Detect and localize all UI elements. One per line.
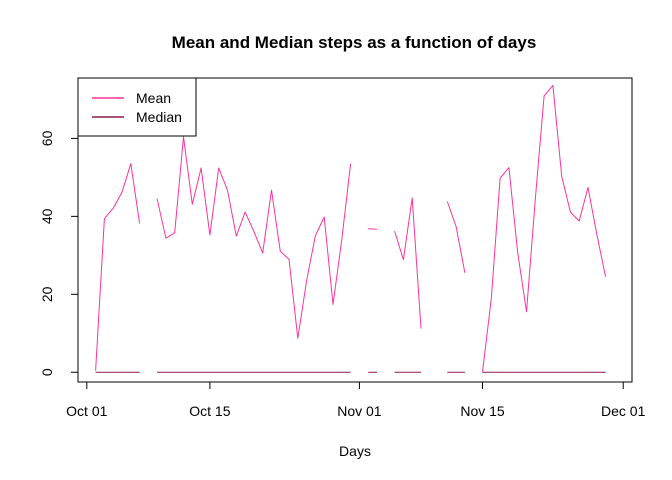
- legend: Mean Median: [77, 77, 197, 137]
- y-tick-label: 20: [39, 286, 55, 302]
- series-line-mean: [482, 84, 607, 372]
- x-axis: Oct 01 Oct 15 Nov 01 Nov 15 Dec 01: [66, 381, 646, 419]
- x-tick-label: Nov 01: [337, 403, 382, 419]
- series-mean: [95, 84, 607, 372]
- y-tick-label: 60: [39, 130, 55, 146]
- x-tick-label: Oct 01: [66, 403, 107, 419]
- y-tick-label: 0: [39, 368, 55, 376]
- legend-label-mean: Mean: [136, 90, 171, 106]
- series-line-mean: [95, 163, 141, 371]
- x-tick-label: Dec 01: [601, 403, 646, 419]
- x-tick-label: Nov 15: [460, 403, 505, 419]
- series-layer: [95, 84, 607, 373]
- series-line-mean: [394, 197, 422, 329]
- y-tick-label: 40: [39, 208, 55, 224]
- x-tick-label: Oct 15: [189, 403, 230, 419]
- x-axis-label: Days: [339, 443, 371, 459]
- legend-box: [77, 77, 197, 137]
- legend-label-median: Median: [136, 109, 182, 125]
- y-axis: 0 20 40 60: [39, 130, 79, 376]
- series-line-mean: [446, 201, 466, 273]
- chart-title: Mean and Median steps as a function of d…: [172, 33, 537, 52]
- series-line-mean: [156, 136, 352, 339]
